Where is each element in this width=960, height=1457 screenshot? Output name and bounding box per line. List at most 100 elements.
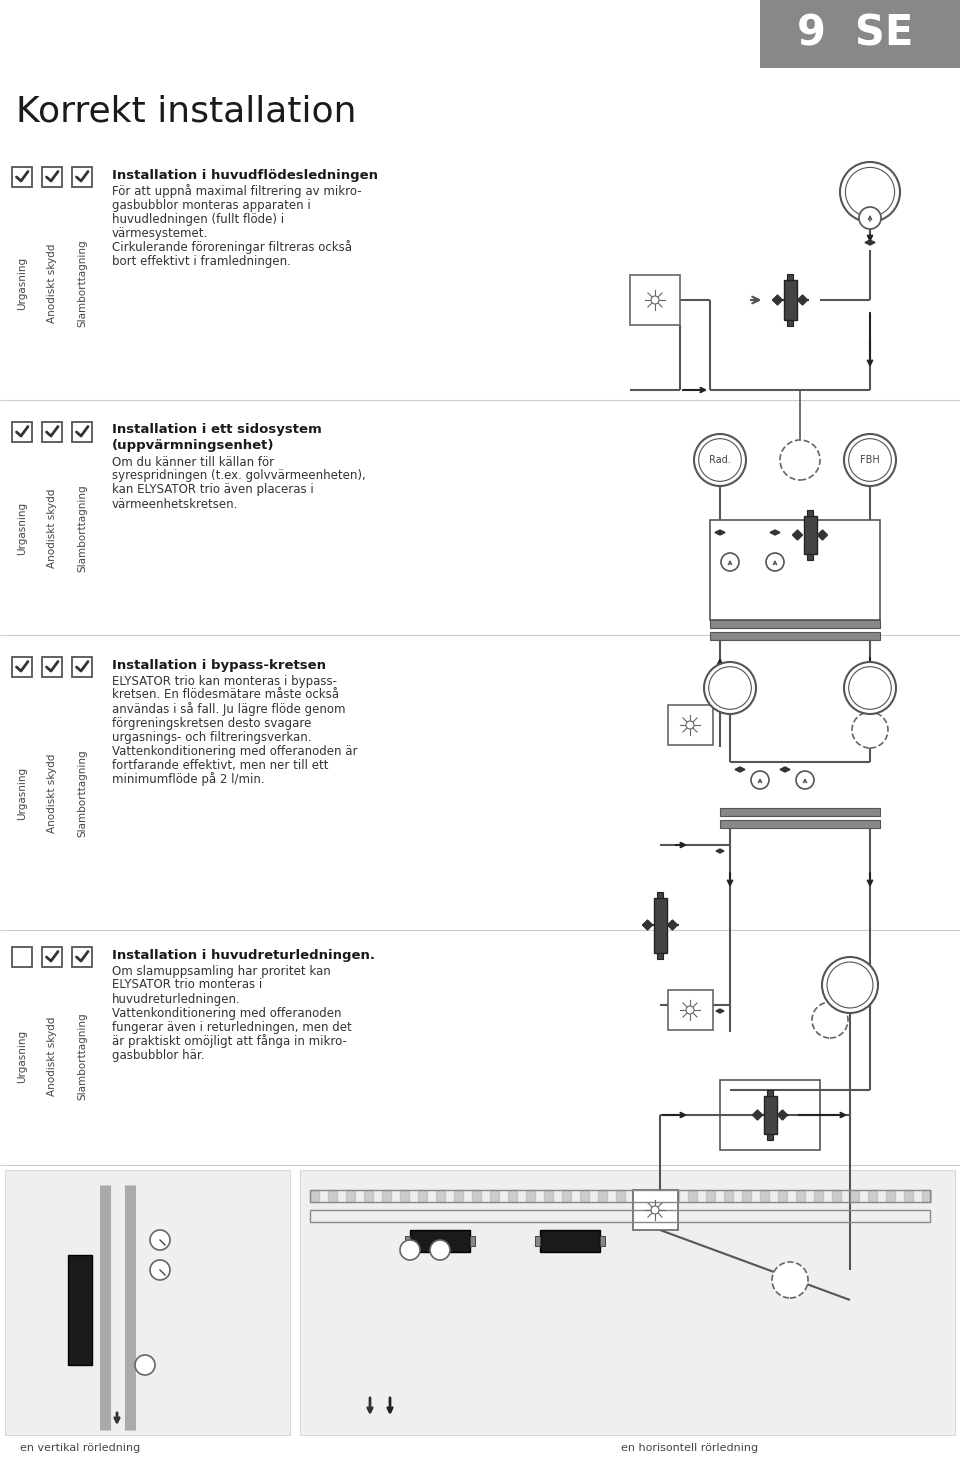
Circle shape	[430, 1240, 450, 1260]
Bar	[72, 423, 92, 441]
Text: förgreningskretsen desto svagare: förgreningskretsen desto svagare	[112, 717, 311, 730]
Bar	[310, 1209, 930, 1222]
Circle shape	[721, 554, 739, 571]
Bar	[72, 657, 92, 678]
Text: gasbubblor här.: gasbubblor här.	[112, 1049, 204, 1062]
Text: fungerar även i returledningen, men det: fungerar även i returledningen, men det	[112, 1020, 351, 1033]
Polygon shape	[716, 849, 724, 852]
Text: Slamborttagning: Slamborttagning	[77, 1013, 87, 1100]
Text: ELYSATOR Trio 15: ELYSATOR Trio 15	[413, 1238, 468, 1243]
Circle shape	[772, 1262, 808, 1298]
Text: värmeenhetskretsen.: värmeenhetskretsen.	[112, 497, 238, 510]
Text: en horisontell rörledning: en horisontell rörledning	[621, 1442, 758, 1453]
Bar	[12, 168, 32, 186]
Bar	[710, 520, 880, 621]
Bar	[763, 1096, 777, 1134]
Bar	[470, 1236, 475, 1246]
Polygon shape	[642, 919, 653, 930]
Text: värmesystemet.: värmesystemet.	[112, 226, 208, 239]
Circle shape	[822, 957, 878, 1013]
Bar	[540, 1230, 600, 1252]
Circle shape	[135, 1355, 155, 1375]
Text: är praktiskt omöjligt att fånga in mikro-: är praktiskt omöjligt att fånga in mikro…	[112, 1034, 347, 1048]
Text: Rad.: Rad.	[709, 455, 731, 465]
Polygon shape	[798, 294, 807, 305]
Circle shape	[699, 439, 741, 481]
Circle shape	[859, 207, 881, 229]
Circle shape	[150, 1230, 170, 1250]
Polygon shape	[753, 1110, 762, 1120]
Circle shape	[827, 962, 873, 1008]
Polygon shape	[793, 530, 803, 541]
Bar	[72, 168, 92, 186]
Circle shape	[704, 661, 756, 714]
Bar	[5, 1170, 290, 1435]
Text: huvudreturledningen.: huvudreturledningen.	[112, 992, 241, 1005]
Bar	[807, 510, 813, 516]
Text: kan ELYSATOR trio även placeras i: kan ELYSATOR trio även placeras i	[112, 484, 314, 497]
Bar	[767, 1134, 773, 1139]
Bar	[42, 947, 62, 967]
Bar	[12, 657, 32, 678]
Circle shape	[694, 434, 746, 487]
Circle shape	[844, 434, 896, 487]
Bar	[667, 705, 712, 745]
Text: För att uppnå maximal filtrering av mikro-: För att uppnå maximal filtrering av mikr…	[112, 184, 362, 198]
Polygon shape	[770, 530, 780, 535]
Bar	[657, 892, 663, 898]
Bar	[657, 953, 663, 959]
Circle shape	[686, 721, 694, 728]
Bar	[720, 820, 880, 828]
Text: ELYSATOR Trio 15: ELYSATOR Trio 15	[77, 1279, 83, 1340]
Text: Urgasning: Urgasning	[17, 1030, 27, 1083]
Bar	[804, 516, 817, 554]
Circle shape	[708, 667, 752, 710]
Bar	[535, 1236, 540, 1246]
Bar	[630, 275, 680, 325]
Text: Cirkulerande föroreningar filtreras också: Cirkulerande föroreningar filtreras ocks…	[112, 240, 352, 254]
Polygon shape	[667, 919, 678, 930]
Circle shape	[651, 1206, 659, 1214]
Polygon shape	[716, 1010, 724, 1013]
Bar	[760, 0, 960, 68]
Text: Installation i ett sidosystem: Installation i ett sidosystem	[112, 424, 322, 437]
Circle shape	[846, 168, 895, 217]
Bar	[300, 1170, 955, 1435]
Text: Korrekt installation: Korrekt installation	[16, 95, 356, 130]
Text: (uppvärmningsenhet): (uppvärmningsenhet)	[112, 440, 275, 453]
Bar	[405, 1236, 410, 1246]
Circle shape	[686, 1005, 694, 1014]
Bar	[720, 1080, 820, 1150]
Text: kretsen. En flödesmätare måste också: kretsen. En flödesmätare måste också	[112, 689, 339, 701]
Circle shape	[751, 771, 769, 790]
Text: bort effektivt i framledningen.: bort effektivt i framledningen.	[112, 255, 291, 268]
Polygon shape	[780, 766, 790, 772]
Bar	[667, 989, 712, 1030]
Text: syrespridningen (t.ex. golvvärmeenheten),: syrespridningen (t.ex. golvvärmeenheten)…	[112, 469, 366, 482]
Text: Anodiskt skydd: Anodiskt skydd	[47, 753, 57, 833]
Circle shape	[840, 162, 900, 221]
Bar	[68, 1254, 92, 1365]
Text: Urgasning: Urgasning	[17, 503, 27, 555]
Bar	[42, 657, 62, 678]
Bar	[710, 621, 880, 628]
Text: Anodiskt skydd: Anodiskt skydd	[47, 243, 57, 323]
Circle shape	[796, 771, 814, 790]
Text: Vattenkonditionering med offeranoden är: Vattenkonditionering med offeranoden är	[112, 745, 357, 758]
Text: Om slamuppsamling har proritet kan: Om slamuppsamling har proritet kan	[112, 965, 331, 978]
Text: Urgasning: Urgasning	[17, 766, 27, 820]
Bar	[310, 1190, 930, 1202]
Bar	[720, 809, 880, 816]
Polygon shape	[735, 766, 745, 772]
Circle shape	[852, 712, 888, 747]
Polygon shape	[778, 1110, 787, 1120]
Circle shape	[849, 667, 891, 710]
Text: huvudledningen (fullt flöde) i: huvudledningen (fullt flöde) i	[112, 213, 284, 226]
Polygon shape	[818, 530, 828, 541]
Bar	[710, 632, 880, 640]
Text: 9  SE: 9 SE	[797, 13, 913, 55]
Text: Urgasning: Urgasning	[17, 256, 27, 310]
Text: Om du känner till källan för: Om du känner till källan för	[112, 456, 275, 469]
Text: minimumflöde på 2 l/min.: minimumflöde på 2 l/min.	[112, 772, 265, 785]
Text: Anodiskt skydd: Anodiskt skydd	[47, 1017, 57, 1096]
